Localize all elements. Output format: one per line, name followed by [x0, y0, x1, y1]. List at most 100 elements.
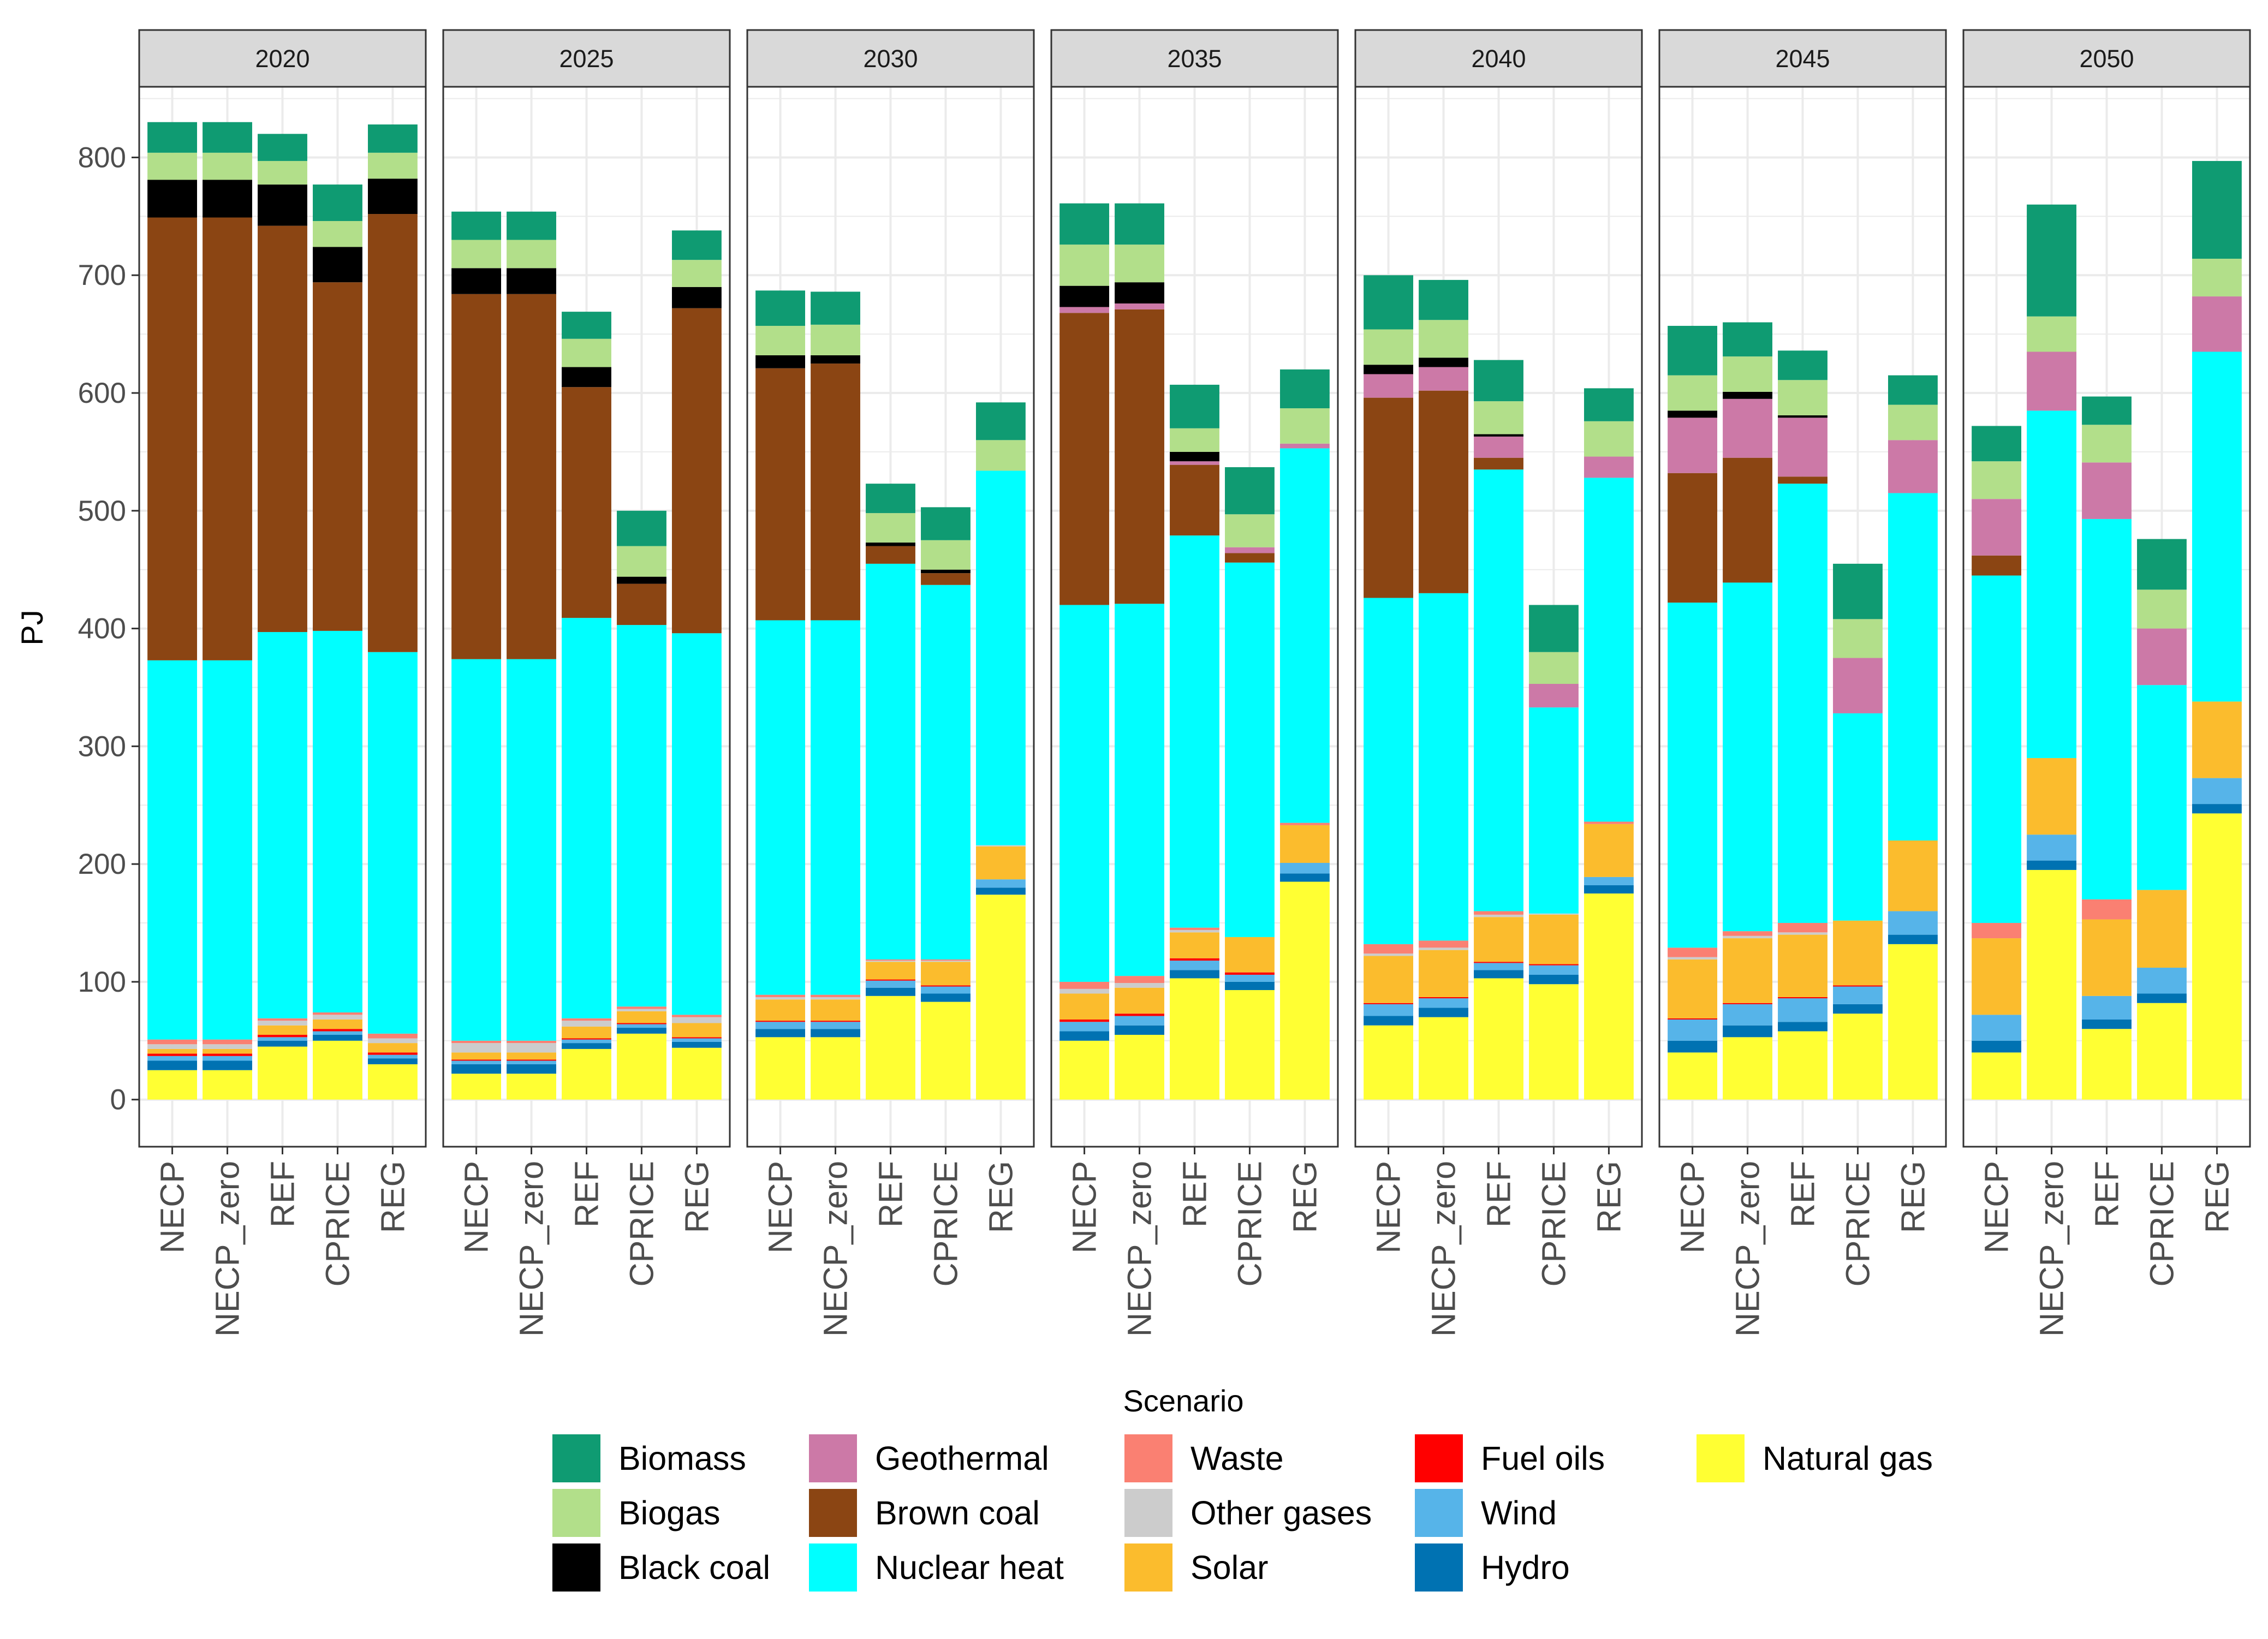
bar-segment-brown-coal: [203, 217, 252, 660]
bar-segment-solar: [1972, 938, 2022, 1015]
x-tick-label: NECP: [154, 1161, 191, 1253]
bar-stack-REG: [1888, 375, 1938, 1100]
bar-segment-nuclear-heat: [258, 632, 307, 1018]
bar-segment-fuel-oils: [1668, 1018, 1718, 1020]
bar-segment-hydro: [1059, 1031, 1110, 1041]
panel-border: [138, 86, 427, 1148]
bar-segment-waste: [1723, 931, 1772, 936]
bar-segment-solar: [1225, 937, 1275, 973]
bar-segment-other-gases: [258, 1021, 307, 1026]
bar-segment-black-coal: [866, 543, 915, 546]
y-tick-label: 500: [78, 495, 126, 527]
bar-segment-biomass: [671, 230, 722, 260]
bar-segment-other-gases: [367, 1038, 418, 1044]
bar-segment-natural-gas: [1778, 1031, 1828, 1100]
bar-segment-biogas: [1888, 404, 1938, 440]
x-tick-label: NECP_zero: [817, 1161, 854, 1337]
bar-segment-brown-coal: [921, 573, 971, 585]
bar-segment-waste: [1584, 821, 1634, 824]
bar-segment-waste: [1474, 911, 1523, 915]
facet-strip-label: 2035: [1167, 45, 1222, 73]
bar-segment-wind: [451, 1060, 502, 1064]
bar-segment-waste: [866, 959, 915, 961]
bar-segment-other-gases: [1364, 953, 1414, 956]
bar-segment-wind: [1364, 1004, 1414, 1016]
bar-segment-wind: [2137, 968, 2187, 994]
bar-segment-wind: [2027, 835, 2076, 861]
bar-segment-nuclear-heat: [2192, 351, 2242, 702]
facet-strip: [1354, 29, 1643, 88]
bar-segment-natural-gas: [866, 996, 915, 1100]
bar-segment-wind: [507, 1060, 556, 1064]
bar-segment-biomass: [507, 211, 556, 240]
bar-segment-natural-gas: [671, 1047, 722, 1100]
bar-segment-biogas: [1529, 652, 1579, 684]
bar-segment-hydro: [1115, 1025, 1164, 1035]
legend-label: Waste: [1190, 1440, 1284, 1477]
bar-segment-nuclear-heat: [562, 618, 611, 1018]
bar-segment-hydro: [258, 1040, 307, 1047]
bar-segment-hydro: [203, 1060, 252, 1070]
bar-segment-biomass: [1225, 467, 1275, 515]
bar-segment-solar: [1584, 824, 1634, 877]
bar-segment-fuel-oils: [617, 1023, 666, 1024]
legend-label: Solar: [1190, 1549, 1268, 1586]
bar-segment-biogas: [1225, 514, 1275, 547]
bar-segment-black-coal: [921, 569, 971, 574]
bar-segment-black-coal: [671, 287, 722, 308]
bar-segment-solar: [2082, 919, 2132, 996]
bar-segment-nuclear-heat: [811, 620, 860, 995]
bar-segment-wind: [2082, 996, 2132, 1020]
bar-segment-waste: [1279, 823, 1330, 825]
bar-segment-other-gases: [507, 1043, 556, 1053]
bar-segment-hydro: [1584, 885, 1634, 894]
bar-segment-waste: [1972, 923, 2022, 939]
bar-segment-hydro: [1723, 1025, 1772, 1038]
x-tick-label: NECP_zero: [1121, 1161, 1158, 1337]
facet-strip-label: 2025: [559, 45, 614, 73]
panel-border: [746, 86, 1035, 1148]
bar-segment-nuclear-heat: [1888, 493, 1938, 841]
bar-segment-solar: [258, 1025, 307, 1035]
bar-segment-biomass: [1419, 279, 1468, 320]
bar-segment-solar: [671, 1023, 722, 1038]
bar-segment-nuclear-heat: [507, 659, 556, 1041]
bar-segment-black-coal: [1668, 410, 1718, 418]
bar-segment-solar: [921, 962, 971, 986]
bar-segment-wind: [811, 1022, 860, 1029]
facet-strip: [442, 29, 731, 88]
bar-segment-biogas: [367, 152, 418, 179]
facet-strip-label: 2030: [863, 45, 918, 73]
bar-segment-biomass: [1474, 360, 1523, 402]
legend-key: [1124, 1434, 1172, 1482]
bar-segment-waste: [451, 1040, 502, 1044]
legend-label: Fuel oils: [1481, 1440, 1605, 1477]
bar-segment-geothermal: [1225, 547, 1275, 553]
legend: Biomass Biogas Black coal Geothermal Brown c…: [552, 1434, 1933, 1592]
bar-segment-nuclear-heat: [367, 652, 418, 1034]
bar-stack-REF: [1474, 360, 1523, 1100]
bar-segment-biogas: [1115, 245, 1164, 283]
bar-segment-waste: [1778, 923, 1828, 933]
bar-segment-waste: [1668, 947, 1718, 957]
bar-segment-biomass: [975, 402, 1026, 440]
bar-segment-other-gases: [755, 997, 806, 1000]
bar-segment-nuclear-heat: [1225, 562, 1275, 937]
bar-segment-biomass: [367, 124, 418, 153]
bar-segment-brown-coal: [313, 282, 362, 631]
bar-stack-NECP: [755, 290, 806, 1100]
bar-segment-hydro: [1972, 1040, 2022, 1053]
bar-stack-NECP_zero: [203, 122, 252, 1100]
x-tick-label: NECP: [458, 1161, 495, 1253]
bar-segment-nuclear-heat: [1668, 603, 1718, 948]
bar-segment-brown-coal: [258, 225, 307, 633]
bar-segment-waste: [1170, 927, 1219, 930]
bar-segment-black-coal: [1364, 365, 1414, 374]
bar-segment-waste: [562, 1018, 611, 1021]
bar-segment-solar: [1279, 825, 1330, 863]
bar-segment-nuclear-heat: [1279, 448, 1330, 823]
x-tick-label: NECP_zero: [2033, 1161, 2070, 1337]
bar-segment-biogas: [258, 160, 307, 185]
bar-segment-hydro: [1364, 1016, 1414, 1026]
x-tick-label: REF: [264, 1161, 301, 1227]
